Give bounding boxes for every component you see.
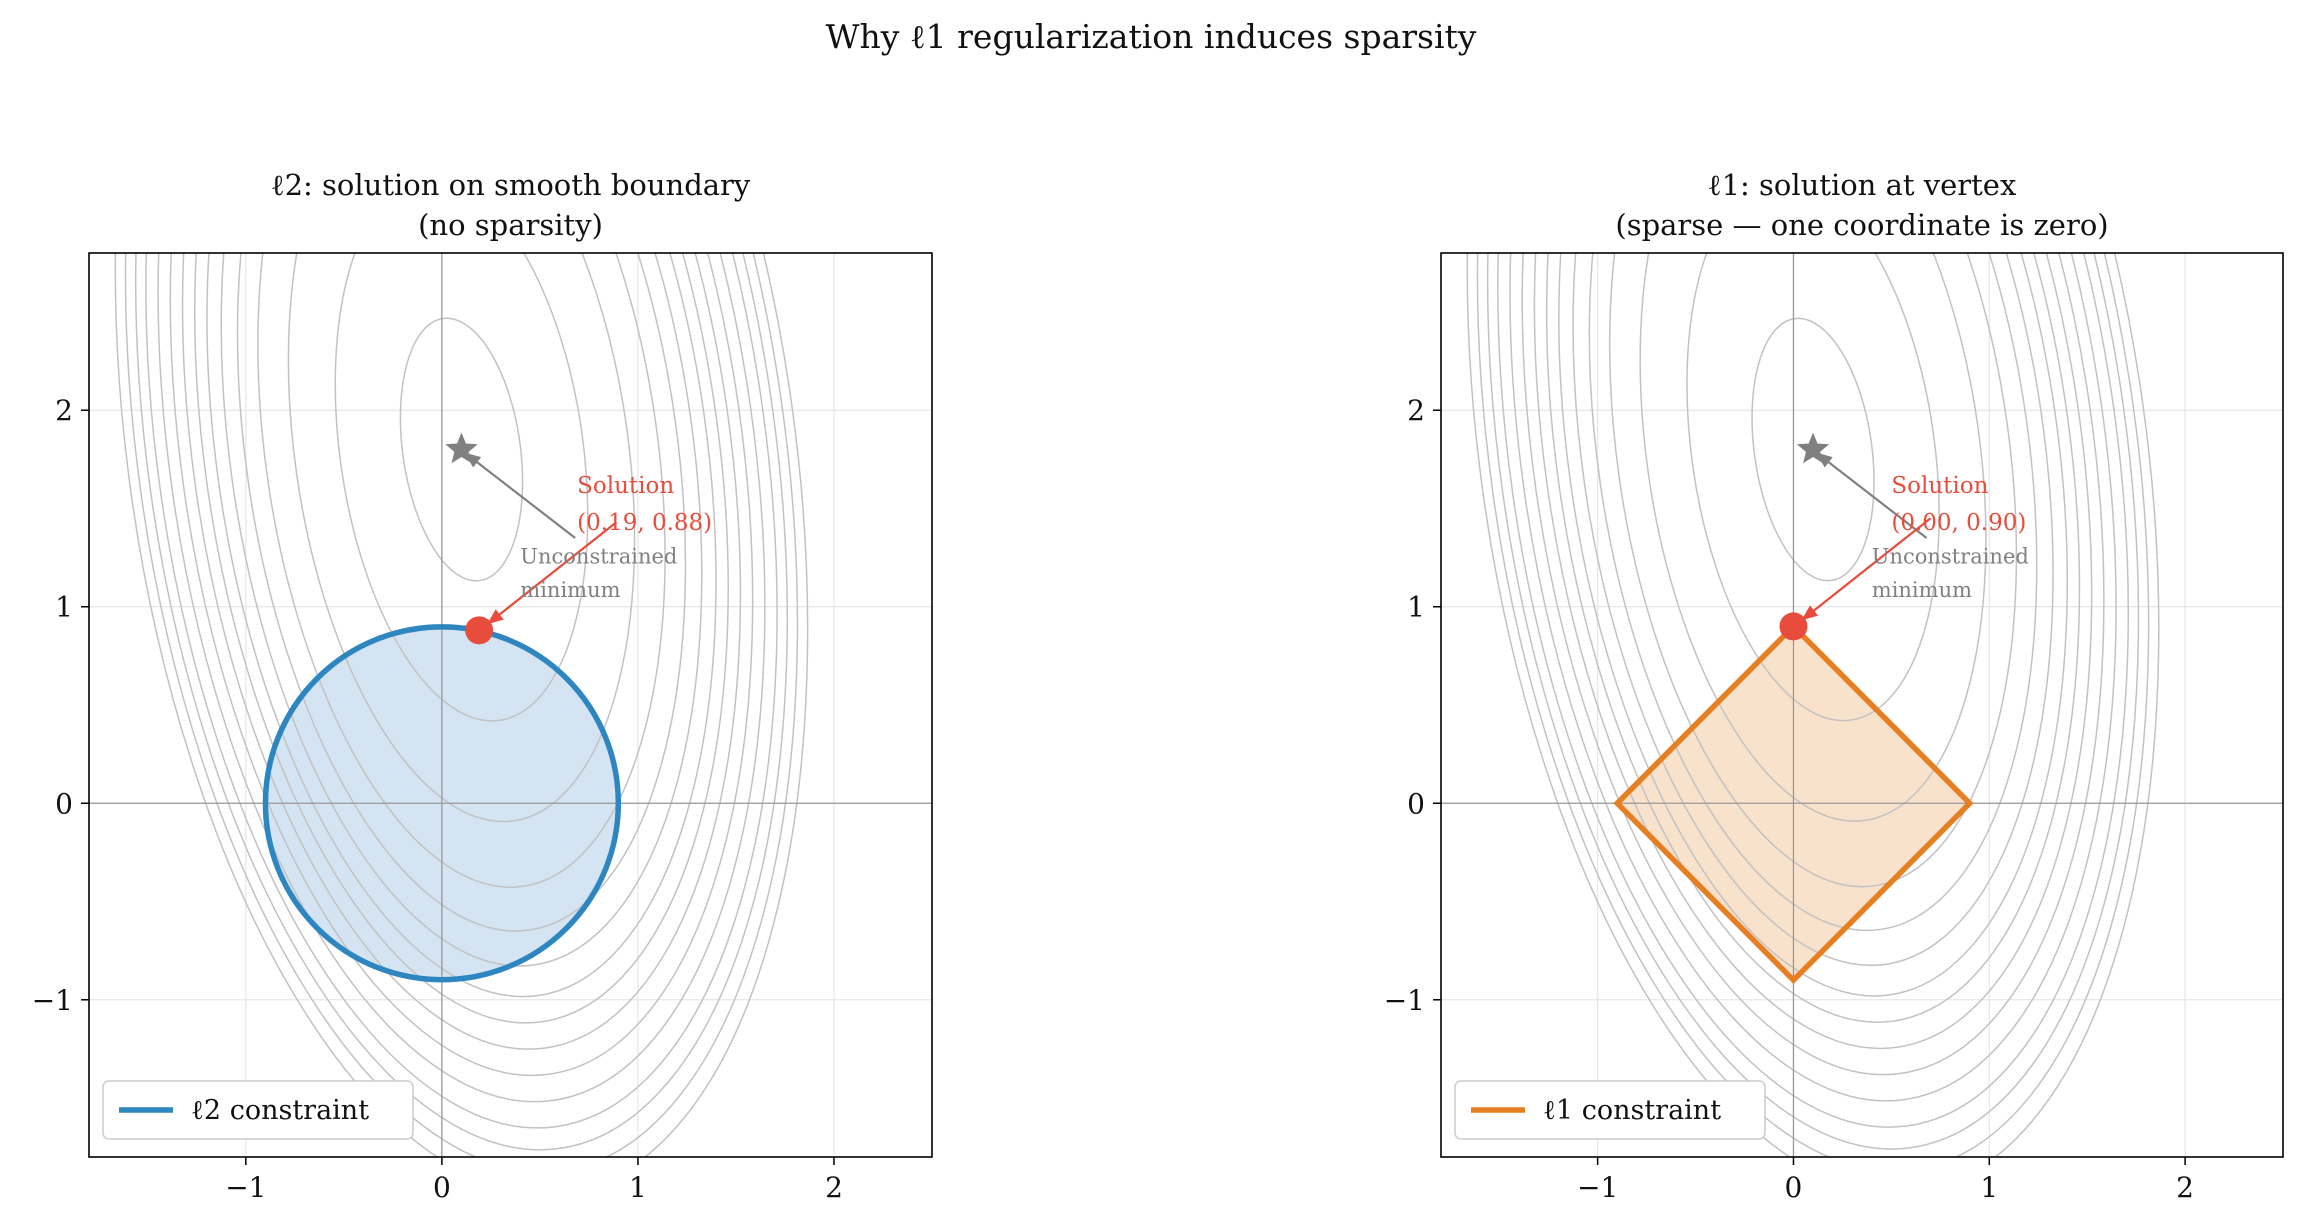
l1-panel: Solution (0.00, 0.90) Unconstrained minimum…: [1384, 168, 2284, 1204]
legend: ℓ1 constraint: [1454, 1080, 1766, 1140]
loss-contour: [1572, 253, 2054, 967]
loss-contour: [1466, 253, 2160, 1157]
loss-contour: [194, 253, 729, 1024]
loss-contour: [1588, 253, 2038, 932]
minimum-arrow: [476, 461, 576, 539]
minimum-label-line2: minimum: [520, 578, 620, 602]
x-tick-label: 2: [2176, 1171, 2194, 1204]
y-tick-label: −1: [1384, 984, 1425, 1017]
solution-arrow: [1813, 517, 1932, 612]
minimum-label: Unconstrained: [520, 545, 677, 569]
loss-contour: [1639, 253, 1987, 822]
y-tick-label: 2: [55, 394, 73, 427]
minimum-label-line2: minimum: [1872, 578, 1972, 602]
solution-point: [465, 616, 494, 645]
loss-contour: [1545, 253, 2081, 1023]
solution-label: Solution: [577, 473, 674, 499]
solution-point: [1779, 612, 1808, 641]
loss-contour: [287, 253, 636, 823]
unconstrained-minimum-star: [1796, 432, 1830, 464]
loss-contour: [206, 253, 717, 998]
panel-subtitle: (no sparsity): [418, 208, 603, 242]
solution-coordinates: (0.00, 0.90): [1891, 510, 2026, 536]
x-tick-label: −1: [225, 1171, 266, 1204]
loss-contour: [1476, 253, 2150, 1157]
loss-contour: [334, 253, 589, 722]
plot-area: [1441, 253, 2283, 1157]
loss-contour: [1686, 253, 1940, 722]
loss-contour: [1509, 253, 2117, 1102]
l2-panel: Solution (0.19, 0.88) Unconstrained minimum…: [32, 168, 933, 1204]
solution-arrow-head: [487, 609, 504, 625]
loss-contour: [145, 253, 778, 1129]
solution-arrow-head: [1801, 605, 1819, 621]
x-tick-label: 0: [1785, 1171, 1803, 1204]
loss-contour: [257, 253, 666, 888]
loss-contour: [1608, 253, 2018, 888]
panel-title: ℓ2: solution on smooth boundary: [271, 168, 751, 202]
loss-contour: [220, 253, 703, 967]
loss-contour: [1558, 253, 2069, 997]
axes-frame: [1440, 252, 2284, 1158]
loss-contour: [181, 253, 742, 1050]
loss-contour: [1486, 253, 2140, 1150]
solution-coordinates: (0.19, 0.88): [577, 510, 712, 536]
panel-title: ℓ1: solution at vertex: [1708, 168, 2017, 202]
minimum-label: Unconstrained: [1872, 545, 2029, 569]
y-tick-label: 1: [1407, 591, 1425, 624]
y-tick-label: 1: [55, 591, 73, 624]
figure-title: Why ℓ1 regularization induces sparsity: [826, 17, 1477, 56]
legend-box: [1454, 1080, 1766, 1140]
y-tick-label: 0: [55, 787, 73, 820]
loss-contour: [114, 253, 809, 1157]
x-tick-label: 1: [629, 1171, 647, 1204]
unconstrained-minimum-star: [445, 432, 478, 464]
legend-label: ℓ2 constraint: [191, 1095, 369, 1126]
loss-contour: [169, 253, 754, 1077]
legend-label: ℓ1 constraint: [1543, 1095, 1721, 1126]
y-tick-label: −1: [32, 984, 73, 1017]
constraint-boundary: [1613, 622, 1974, 985]
x-tick-label: 2: [825, 1171, 843, 1204]
loss-contour: [1533, 253, 2093, 1050]
loss-contour: [1521, 253, 2105, 1076]
loss-contour: [124, 253, 799, 1157]
solution-arrow: [499, 521, 618, 616]
loss-contour: [236, 253, 687, 932]
loss-contour: [1497, 253, 2130, 1128]
loss-contour: [399, 317, 524, 582]
x-tick-label: −1: [1577, 1171, 1618, 1204]
loss-contour: [134, 253, 789, 1151]
legend-box: [102, 1080, 414, 1140]
loss-contour: [1751, 317, 1875, 582]
x-tick-label: 0: [433, 1171, 451, 1204]
legend: ℓ2 constraint: [102, 1080, 414, 1140]
y-tick-label: 2: [1407, 394, 1425, 427]
axes-frame: [88, 252, 933, 1158]
loss-contour: [157, 253, 766, 1103]
minimum-arrow: [1828, 461, 1928, 539]
solution-label: Solution: [1891, 473, 1988, 499]
panel-subtitle: (sparse — one coordinate is zero): [1615, 208, 2108, 242]
x-tick-label: 1: [1980, 1171, 1998, 1204]
y-tick-label: 0: [1407, 787, 1425, 820]
constraint-boundary: [262, 624, 622, 983]
plot-area: [89, 253, 932, 1157]
